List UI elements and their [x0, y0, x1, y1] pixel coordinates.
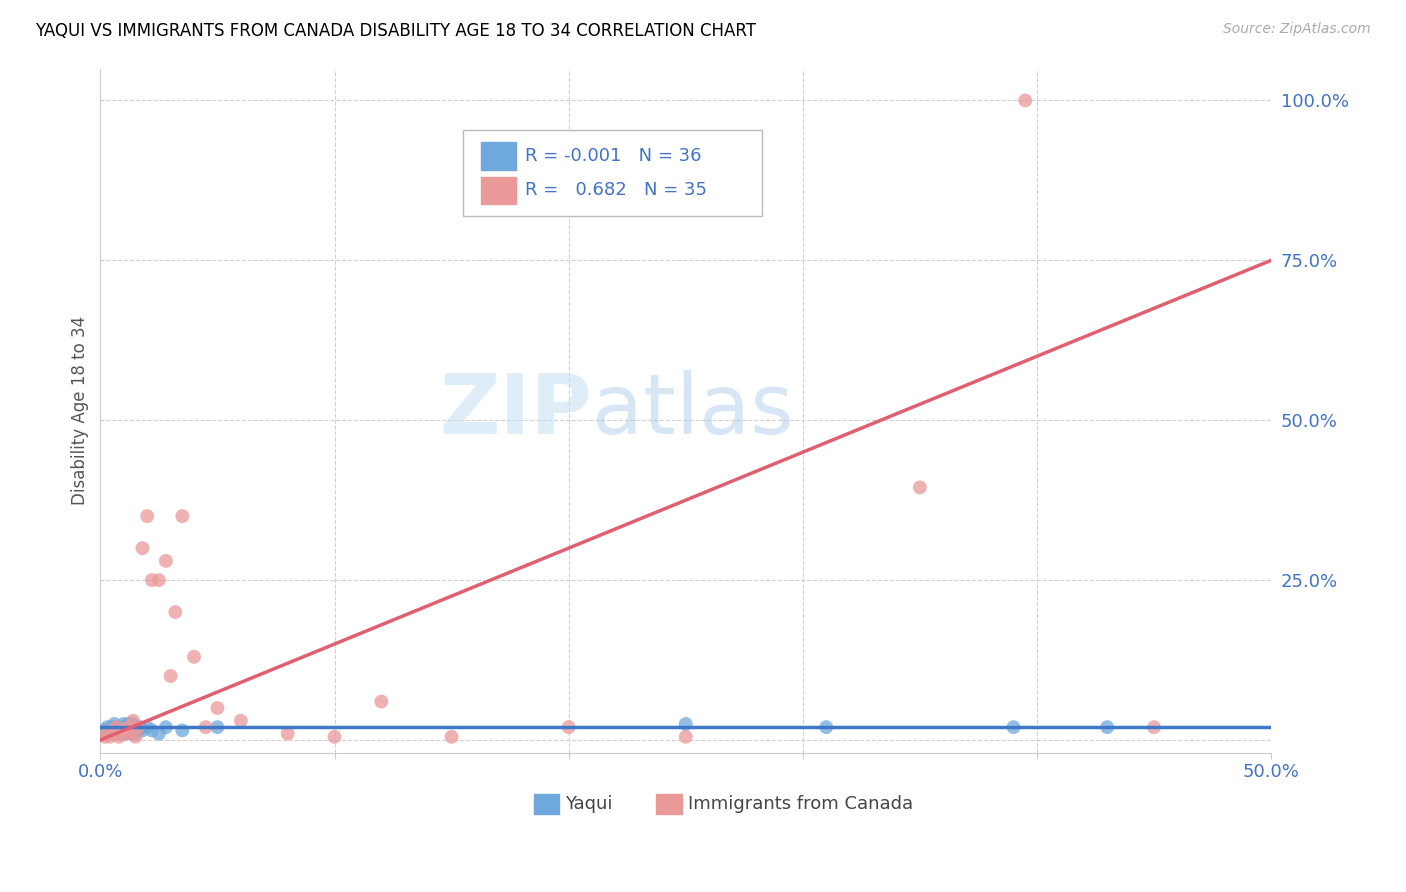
Text: Source: ZipAtlas.com: Source: ZipAtlas.com [1223, 22, 1371, 37]
Point [229, 714, 252, 728]
Point [165, 605, 187, 619]
Point [370, 695, 392, 709]
Point [101, 726, 124, 740]
Point [131, 723, 153, 738]
Point [101, 723, 124, 738]
Point [155, 720, 177, 734]
Point [110, 723, 132, 738]
Point [207, 701, 229, 715]
FancyBboxPatch shape [464, 130, 762, 216]
Point [120, 726, 142, 740]
Text: ZIP: ZIP [440, 370, 592, 451]
Bar [657, 794, 682, 814]
Point [172, 723, 194, 738]
Point [131, 541, 153, 555]
Point [103, 726, 125, 740]
Point [129, 720, 152, 734]
Bar [533, 794, 560, 814]
Point [96, 726, 118, 740]
Text: atlas: atlas [592, 370, 794, 451]
Text: R = -0.001   N = 36: R = -0.001 N = 36 [526, 147, 702, 165]
Point [675, 717, 697, 731]
Point [105, 720, 128, 734]
Point [148, 573, 170, 587]
Point [194, 720, 217, 734]
Point [124, 730, 146, 744]
Text: Immigrants from Canada: Immigrants from Canada [688, 795, 912, 814]
Point [207, 720, 229, 734]
Point [103, 723, 125, 738]
Bar [481, 177, 516, 204]
Point [141, 573, 163, 587]
Point [155, 554, 177, 568]
Point [94, 730, 117, 744]
Point [94, 723, 117, 738]
Point [108, 730, 131, 744]
Point [127, 723, 149, 738]
Point [112, 717, 135, 731]
Point [105, 720, 128, 734]
Point [277, 726, 299, 740]
Point [110, 726, 132, 740]
Point [124, 726, 146, 740]
Point [183, 649, 205, 664]
Point [1002, 720, 1025, 734]
Point [122, 714, 145, 728]
Point [96, 720, 118, 734]
Point [136, 720, 159, 734]
Point [117, 720, 139, 734]
Point [101, 720, 124, 734]
Point [98, 723, 121, 738]
Point [115, 723, 138, 738]
Point [117, 717, 139, 731]
Point [112, 720, 135, 734]
Point [96, 726, 118, 740]
Text: Yaqui: Yaqui [565, 795, 613, 814]
Point [115, 726, 138, 740]
Point [105, 726, 128, 740]
Point [136, 509, 159, 524]
Point [440, 730, 463, 744]
Point [122, 717, 145, 731]
Point [1095, 720, 1118, 734]
Point [108, 723, 131, 738]
Text: R =   0.682   N = 35: R = 0.682 N = 35 [526, 181, 707, 199]
Point [103, 717, 125, 731]
Point [323, 730, 346, 744]
Point [908, 480, 931, 494]
Point [108, 720, 131, 734]
Point [117, 723, 139, 738]
Point [98, 730, 121, 744]
Point [112, 726, 135, 740]
Point [172, 509, 194, 524]
Point [1014, 94, 1036, 108]
Bar [481, 143, 516, 169]
Point [120, 726, 142, 740]
Point [141, 723, 163, 738]
Point [127, 720, 149, 734]
Point [675, 730, 697, 744]
Point [148, 726, 170, 740]
Point [110, 723, 132, 738]
Point [557, 720, 579, 734]
Text: YAQUI VS IMMIGRANTS FROM CANADA DISABILITY AGE 18 TO 34 CORRELATION CHART: YAQUI VS IMMIGRANTS FROM CANADA DISABILI… [35, 22, 756, 40]
Point [159, 669, 181, 683]
Point [815, 720, 838, 734]
Point [120, 720, 142, 734]
Point [1143, 720, 1166, 734]
Y-axis label: Disability Age 18 to 34: Disability Age 18 to 34 [72, 316, 89, 505]
